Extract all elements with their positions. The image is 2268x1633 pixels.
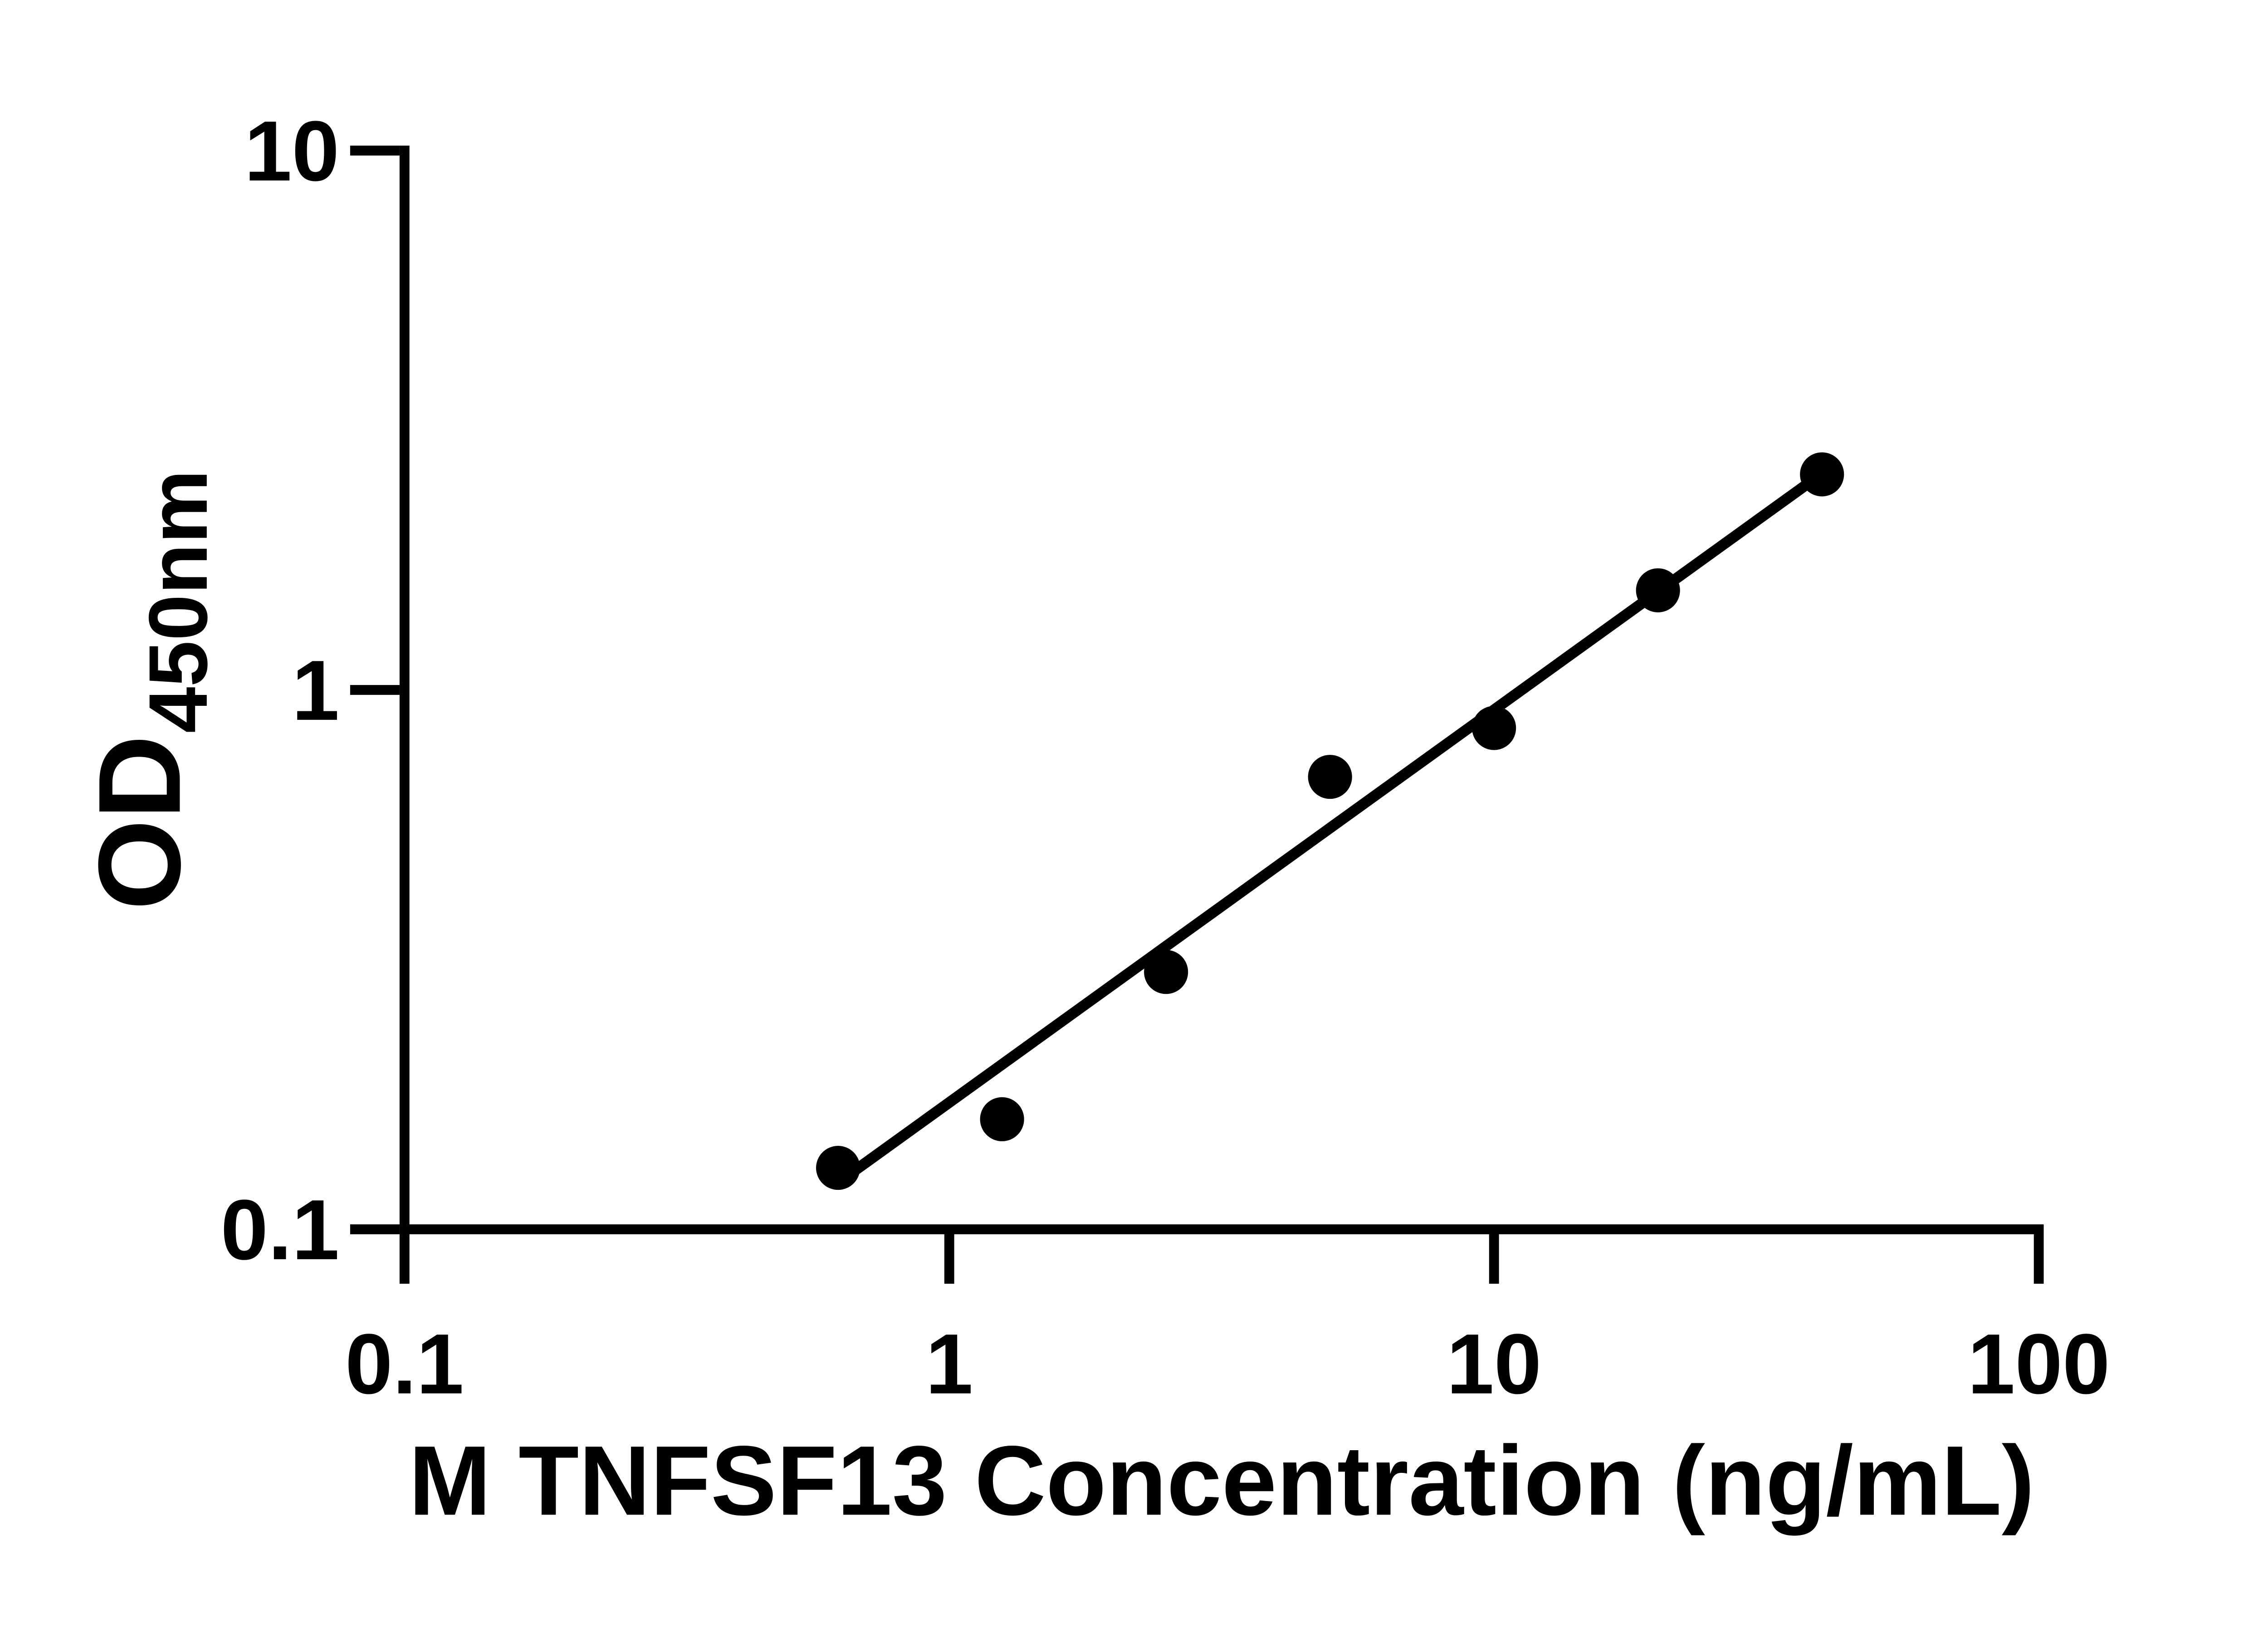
y-tick-label: 10 xyxy=(244,103,339,199)
y-tick-label: 1 xyxy=(292,643,339,738)
x-tick-label: 0.1 xyxy=(345,1316,464,1412)
data-point xyxy=(1308,755,1352,799)
data-point xyxy=(980,1097,1024,1141)
x-tick-label: 10 xyxy=(1447,1316,1541,1412)
data-point xyxy=(816,1146,860,1190)
y-axis-ticks xyxy=(350,146,400,1234)
x-tick-label: 1 xyxy=(925,1316,973,1412)
data-point xyxy=(1144,950,1188,994)
axes xyxy=(399,146,2044,1234)
x-axis-tick-labels: 0.1 1 10 100 xyxy=(345,1316,2110,1412)
data-point xyxy=(1800,452,1844,497)
x-axis-ticks xyxy=(399,1234,2044,1284)
y-axis-title-main: OD xyxy=(74,735,205,910)
y-axis-title-sub: 450nm xyxy=(132,469,225,733)
data-points xyxy=(816,452,1844,1190)
x-tick-label: 100 xyxy=(1968,1316,2110,1412)
x-axis-title: M TNFSF13 Concentration (ng/mL) xyxy=(409,1426,2035,1536)
y-axis-tick-labels: 0.1 1 10 xyxy=(220,103,339,1277)
y-tick-label: 0.1 xyxy=(220,1182,339,1277)
y-axis-title: OD 450nm xyxy=(74,469,224,910)
data-point xyxy=(1636,568,1680,612)
data-point xyxy=(1472,706,1516,750)
